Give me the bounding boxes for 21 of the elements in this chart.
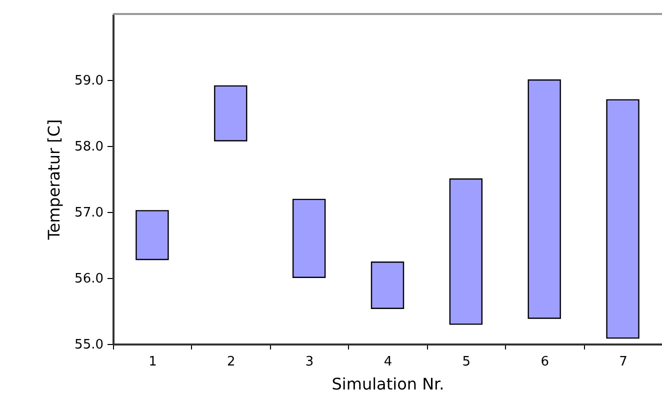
y-tick-label: 56.0: [74, 272, 104, 286]
x-tick-label: 4: [384, 354, 392, 370]
x-tick-label: 5: [462, 354, 471, 370]
bar: [370, 262, 404, 309]
bar: [214, 85, 248, 142]
x-tick-label: 1: [148, 354, 157, 370]
y-tick-label: 55.0: [74, 338, 104, 352]
bar: [449, 178, 483, 325]
x-axis-title: Simulation Nr.: [332, 374, 444, 394]
bar: [292, 198, 326, 278]
y-tick-label: 57.0: [74, 206, 104, 220]
bar: [136, 210, 169, 260]
bar: [606, 99, 640, 339]
y-axis-title: Temperatur [C]: [44, 119, 64, 241]
y-tick-label: 58.0: [74, 140, 104, 154]
x-tick-label: 3: [305, 354, 314, 370]
x-tick-label: 6: [540, 354, 549, 370]
y-tick-label: 59.0: [74, 74, 104, 88]
x-tick-label: 2: [227, 354, 236, 370]
x-tick-label: 7: [619, 354, 628, 370]
bar: [528, 79, 561, 319]
